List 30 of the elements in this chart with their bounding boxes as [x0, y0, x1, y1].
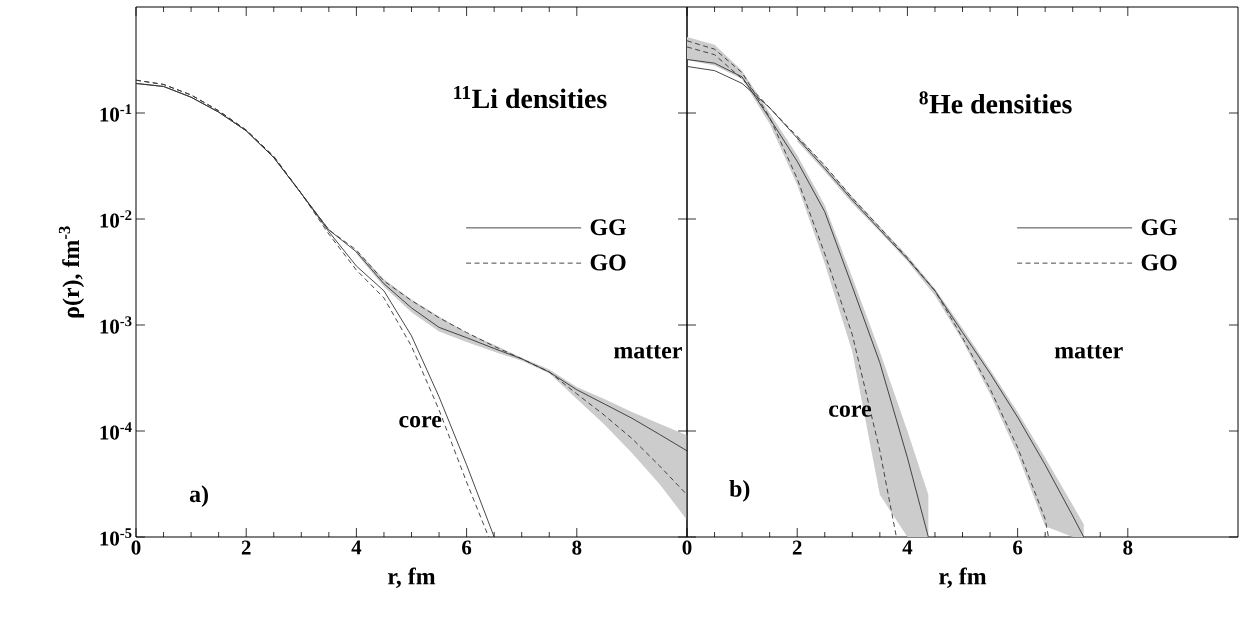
- text: $^{11}$Li densities: [454, 86, 607, 109]
- x-tick-label: 4: [902, 540, 913, 555]
- y-tick-label: 10$^{-1}$: [100, 104, 132, 122]
- y-axis-title: ρ(r), fm$^{-3}$: [58, 226, 85, 318]
- x-axis-title: r, fm: [388, 567, 436, 588]
- annotation: core: [829, 405, 872, 417]
- x-tick-label: 0: [131, 540, 141, 555]
- text: $^{8}$He densities: [919, 91, 1072, 114]
- x-tick-label: 2: [792, 540, 802, 555]
- annotation: matter: [1054, 344, 1123, 359]
- x-tick-label: 2: [241, 540, 251, 555]
- annotation: core: [399, 415, 442, 428]
- annotation: matter: [614, 344, 682, 359]
- x-tick-label: 6: [462, 540, 472, 555]
- x-axis-title: r, fm: [939, 567, 987, 588]
- annotation: b): [729, 480, 750, 502]
- x-tick-label: 6: [1013, 540, 1023, 555]
- x-tick-label: 4: [351, 540, 362, 555]
- y-tick-label: 10$^{-4}$: [100, 422, 132, 440]
- legend-label: GG: [1141, 219, 1178, 236]
- x-tick-label: 0: [682, 540, 692, 555]
- x-tick-label: 8: [572, 540, 582, 555]
- legend-label: GO: [590, 254, 626, 271]
- legend-label: GG: [590, 219, 627, 236]
- x-tick-label: 8: [1123, 540, 1133, 555]
- annotation: a): [189, 485, 208, 507]
- legend-label: GO: [1141, 254, 1177, 271]
- y-tick-label: 10$^{-5}$: [100, 528, 132, 546]
- y-tick-label: 10$^{-2}$: [100, 210, 132, 228]
- y-tick-label: 10$^{-3}$: [100, 316, 132, 334]
